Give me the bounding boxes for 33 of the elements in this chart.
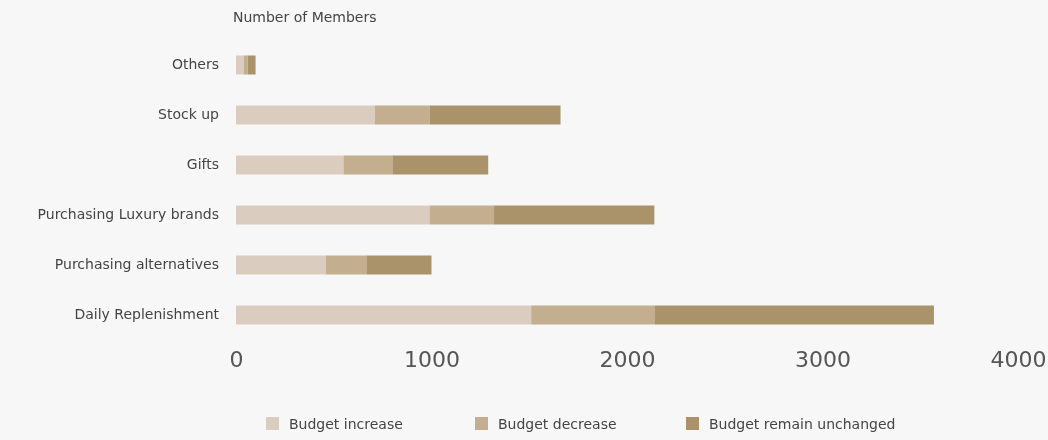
bar <box>236 255 326 275</box>
bar <box>236 205 430 225</box>
bar <box>325 255 367 275</box>
bar <box>392 155 489 175</box>
bar <box>343 155 393 175</box>
bar <box>429 205 495 225</box>
bar <box>236 105 375 125</box>
bar <box>531 305 655 325</box>
y-tick-label: Stock up <box>158 106 220 123</box>
bar <box>247 55 256 75</box>
x-tick-label: 3000 <box>795 346 851 372</box>
legend-label: Budget remain unchanged <box>709 416 896 432</box>
bar <box>243 55 248 75</box>
x-tick-label: 1000 <box>404 346 460 372</box>
x-tick-label: 0 <box>229 346 244 372</box>
bar <box>236 305 532 325</box>
y-tick-label: Daily Replenishment <box>74 306 220 323</box>
y-tick-label: Others <box>171 56 219 73</box>
bar <box>654 305 934 325</box>
bar <box>236 155 344 175</box>
y-tick-label: Purchasing Luxury brands <box>37 206 219 223</box>
bar <box>494 205 655 225</box>
legend-label: Budget increase <box>289 416 403 432</box>
bar <box>429 105 561 125</box>
chart-title: Number of Members <box>233 9 377 25</box>
bar <box>366 255 432 275</box>
y-tick-label: Purchasing alternatives <box>54 256 219 273</box>
y-tick-label: Gifts <box>186 156 219 173</box>
legend-label: Budget decrease <box>498 416 617 432</box>
x-tick-label: 2000 <box>599 346 656 372</box>
bar <box>236 55 244 75</box>
bar <box>374 105 430 125</box>
x-tick-label: 4000 <box>990 346 1047 372</box>
